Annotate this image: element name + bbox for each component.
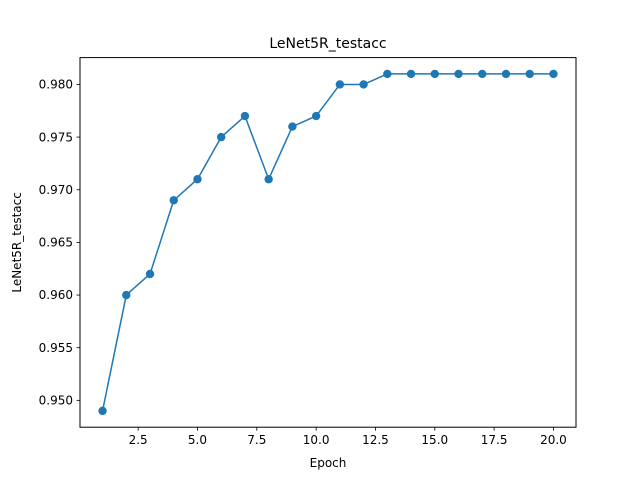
data-point [478,69,487,79]
data-point [335,80,345,89]
series-line [101,73,555,412]
y-tick-label: 0.950 [39,394,73,408]
y-axis-label: LeNet5R_testacc [10,192,24,293]
data-point [549,69,558,79]
x-tick-label: 10.0 [303,433,330,447]
x-tick-label: 12.5 [362,433,389,447]
y-tick-label: 0.980 [39,78,73,92]
data-point [145,269,155,279]
chart-title: LeNet5R_testacc [269,36,386,52]
data-point [406,69,416,79]
data-point [454,69,463,79]
x-tick-label: 20.0 [540,433,567,447]
x-tick-group: 2.5 5.0 7.5 10.0 12.5 15.0 17.5 20.0 [129,427,567,447]
y-tick-group: 0.950 0.955 0.960 0.965 0.970 0.975 0.980 [39,78,80,408]
x-tick-label: 5.0 [188,433,207,447]
data-point [383,69,392,79]
data-point [264,175,273,184]
y-tick-label: 0.960 [39,288,73,302]
data-point [359,80,368,89]
data-point [193,175,202,184]
y-tick-label: 0.975 [39,130,73,144]
data-point [169,196,178,205]
x-tick-label: 7.5 [247,433,266,447]
y-tick-label: 0.970 [39,183,73,197]
data-point [501,69,511,79]
series-group [98,69,558,416]
data-point [240,111,250,121]
plot-frame [79,57,577,428]
x-tick-label: 2.5 [129,433,148,447]
x-tick-label: 15.0 [421,433,448,447]
data-point [217,132,226,142]
data-point [288,122,297,131]
x-axis-label: Epoch [310,456,347,470]
data-point [98,406,107,416]
axes-group: 2.5 5.0 7.5 10.0 12.5 15.0 17.5 20.0 0.950 0.955… [39,57,577,447]
data-point [430,69,439,79]
data-point [122,290,131,300]
data-point [525,69,534,79]
x-tick-label: 17.5 [481,433,508,447]
data-point [311,111,321,121]
y-tick-label: 0.965 [39,236,73,250]
y-tick-label: 0.955 [39,341,73,355]
